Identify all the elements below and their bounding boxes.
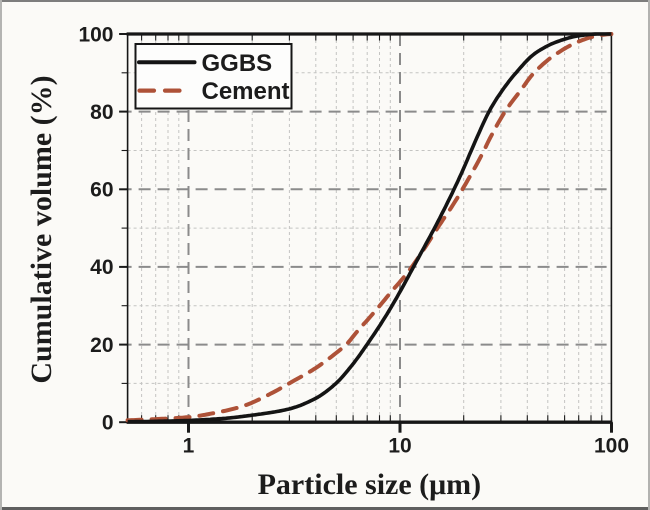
svg-text:Particle size (μm): Particle size (μm) <box>258 468 482 501</box>
svg-text:100: 100 <box>78 23 113 46</box>
svg-text:80: 80 <box>90 101 113 124</box>
svg-text:10: 10 <box>388 435 411 458</box>
svg-text:Cement: Cement <box>202 78 290 105</box>
svg-text:60: 60 <box>90 179 113 202</box>
svg-text:0: 0 <box>102 412 114 435</box>
svg-text:20: 20 <box>90 334 113 357</box>
svg-text:40: 40 <box>90 256 113 279</box>
svg-text:100: 100 <box>594 435 629 458</box>
svg-text:Cumulative volume (%): Cumulative volume (%) <box>25 75 58 383</box>
svg-text:GGBS: GGBS <box>202 50 273 77</box>
svg-text:1: 1 <box>183 435 195 458</box>
